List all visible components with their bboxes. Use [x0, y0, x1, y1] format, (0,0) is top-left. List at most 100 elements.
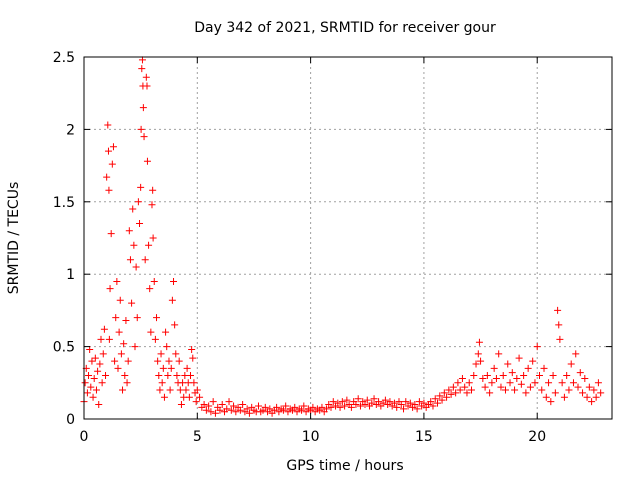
data-point	[431, 395, 439, 403]
y-tick-label: 2.5	[53, 50, 75, 66]
data-point	[499, 372, 507, 380]
data-point	[556, 335, 564, 343]
data-point	[282, 402, 290, 410]
data-point	[117, 350, 125, 358]
data-point	[497, 383, 505, 391]
data-point	[145, 241, 153, 249]
data-point	[475, 338, 483, 346]
data-point	[254, 402, 262, 410]
data-point	[474, 350, 482, 358]
data-point	[146, 285, 154, 293]
data-point	[490, 364, 498, 372]
data-point	[438, 396, 446, 404]
plot-frame	[83, 56, 613, 420]
data-point	[581, 374, 589, 382]
data-point	[402, 398, 410, 406]
data-point	[413, 405, 421, 413]
data-point	[465, 379, 473, 387]
data-point	[468, 386, 476, 394]
data-point	[149, 234, 157, 242]
data-point	[185, 393, 193, 401]
tick-labels-layer: 0 5 10 15 20 0 0.5 1 1.5 2 2.5	[53, 50, 546, 445]
data-point	[529, 357, 537, 365]
data-point	[343, 396, 351, 404]
data-point	[111, 357, 119, 365]
data-point	[89, 393, 97, 401]
data-point	[175, 357, 183, 365]
data-point	[116, 296, 124, 304]
data-point	[427, 398, 435, 406]
data-point	[447, 390, 455, 398]
data-point	[171, 321, 179, 329]
data-point	[96, 360, 104, 368]
data-point	[415, 398, 423, 406]
data-point	[522, 389, 530, 397]
data-point	[375, 398, 383, 406]
data-point	[86, 345, 94, 353]
data-point	[133, 314, 141, 322]
data-point	[508, 369, 516, 377]
x-tick-label: 0	[80, 429, 89, 445]
ticks-layer	[83, 56, 612, 420]
data-point	[151, 335, 159, 343]
data-point	[189, 354, 197, 362]
data-point	[149, 186, 157, 194]
data-point	[434, 399, 442, 407]
data-point	[109, 143, 117, 151]
data-point	[137, 125, 145, 133]
data-point	[551, 389, 559, 397]
data-point	[94, 367, 102, 375]
data-point	[88, 357, 96, 365]
data-point	[114, 364, 122, 372]
data-point	[266, 405, 274, 413]
data-point	[594, 379, 602, 387]
data-point	[163, 343, 171, 351]
data-point	[225, 398, 233, 406]
data-point	[156, 386, 164, 394]
data-point	[105, 186, 113, 194]
chart-title: Day 342 of 2021, SRMTID for receiver gou…	[194, 20, 496, 36]
data-point	[429, 402, 437, 410]
data-point	[506, 379, 514, 387]
data-point	[588, 398, 596, 406]
data-point	[501, 386, 509, 394]
data-point	[102, 372, 110, 380]
data-point	[187, 372, 195, 380]
data-point	[105, 335, 113, 343]
data-point	[517, 380, 525, 388]
data-point	[406, 399, 414, 407]
data-point	[472, 360, 480, 368]
data-point	[162, 328, 170, 336]
data-point	[136, 220, 144, 228]
y-tick-label: 1.5	[53, 195, 75, 211]
data-point	[361, 401, 369, 409]
data-point	[338, 398, 346, 406]
data-point	[193, 386, 201, 394]
data-point	[106, 285, 114, 293]
data-point	[535, 372, 543, 380]
data-point	[158, 379, 166, 387]
data-point	[393, 403, 401, 411]
data-point	[356, 402, 364, 410]
data-point	[243, 405, 251, 413]
data-point	[125, 227, 133, 235]
data-point	[495, 350, 503, 358]
data-point	[445, 386, 453, 394]
data-point	[336, 403, 344, 411]
data-point	[352, 401, 360, 409]
data-point	[143, 82, 151, 90]
data-point	[533, 343, 541, 351]
data-point	[150, 277, 158, 285]
data-point	[590, 386, 598, 394]
data-point	[363, 396, 371, 404]
data-point	[139, 104, 147, 112]
data-point	[563, 372, 571, 380]
data-point	[463, 389, 471, 397]
data-point	[140, 133, 148, 141]
data-point	[205, 402, 213, 410]
data-point	[123, 379, 131, 387]
data-point	[218, 401, 226, 409]
data-point	[545, 379, 553, 387]
data-point	[298, 406, 306, 414]
data-point	[411, 401, 419, 409]
